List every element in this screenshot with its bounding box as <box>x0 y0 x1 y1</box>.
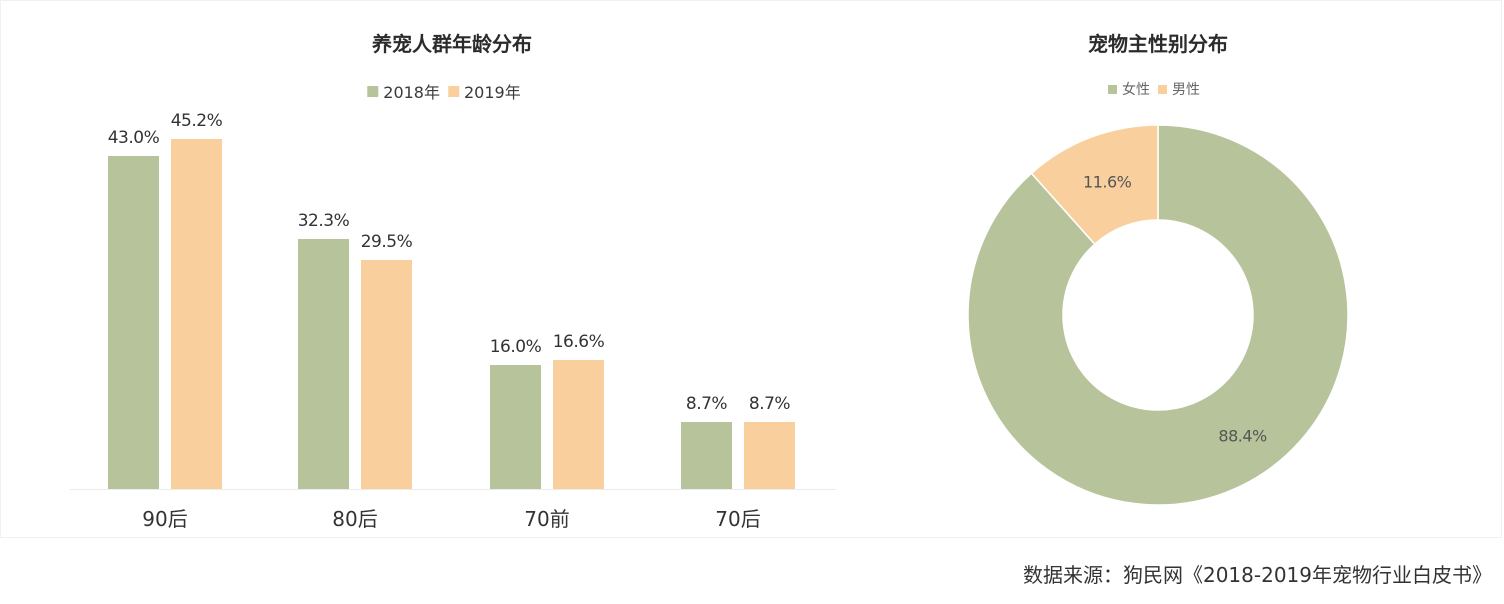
bar-value-label: 43.0% <box>107 127 160 148</box>
legend-swatch-female <box>1108 84 1117 94</box>
gender-chart-legend: 女性 男性 <box>1108 79 1208 99</box>
donut-slice-label: 11.6% <box>1083 172 1132 192</box>
legend-swatch-2018 <box>367 85 379 97</box>
age-chart-title: 养宠人群年龄分布 <box>372 32 532 56</box>
legend-label-male: 男性 <box>1172 82 1200 98</box>
bar-2019-3[interactable] <box>744 421 795 489</box>
bar-2018-2[interactable] <box>490 365 541 489</box>
donut-slice-female[interactable] <box>967 124 1349 506</box>
x-axis-category-label: 70后 <box>715 507 761 531</box>
bar-2019-0[interactable] <box>171 138 222 489</box>
legend-label-female: 女性 <box>1122 82 1150 98</box>
bar-value-label: 29.5% <box>360 232 413 253</box>
bar-2019-1[interactable] <box>361 260 412 489</box>
bar-2018-0[interactable] <box>108 155 159 489</box>
data-source-note: 数据来源：狗民网《2018-2019年宠物行业白皮书》 <box>1022 563 1492 587</box>
legend-label-2019: 2019年 <box>464 83 521 102</box>
bar-value-label: 8.7% <box>685 393 728 414</box>
bar-value-label: 45.2% <box>170 110 223 131</box>
bar-2018-1[interactable] <box>298 238 349 489</box>
legend-item-2018[interactable]: 2018年 <box>367 79 440 103</box>
legend-item-male[interactable]: 男性 <box>1158 79 1200 99</box>
gender-chart-title: 宠物主性别分布 <box>1088 32 1228 56</box>
bar-value-label: 16.6% <box>552 332 605 353</box>
legend-item-female[interactable]: 女性 <box>1108 79 1150 99</box>
bar-value-label: 16.0% <box>489 337 542 357</box>
donut-slice-male[interactable] <box>1030 124 1159 246</box>
x-axis-category-label: 80后 <box>332 507 378 531</box>
x-axis-category-label: 70前 <box>524 507 570 531</box>
x-axis-line <box>70 489 836 490</box>
age-chart-legend: 2018年 2019年 <box>367 79 528 103</box>
bar-value-label: 8.7% <box>748 393 791 414</box>
bar-2018-3[interactable] <box>681 421 732 489</box>
bar-2019-2[interactable] <box>553 360 604 489</box>
legend-label-2018: 2018年 <box>383 83 440 102</box>
legend-swatch-male <box>1158 84 1167 94</box>
donut-slice-label: 88.4% <box>1218 426 1267 446</box>
legend-item-2019[interactable]: 2019年 <box>448 79 521 103</box>
bar-value-label: 32.3% <box>297 210 350 231</box>
legend-swatch-2019 <box>448 85 459 97</box>
x-axis-category-label: 90后 <box>142 507 188 531</box>
